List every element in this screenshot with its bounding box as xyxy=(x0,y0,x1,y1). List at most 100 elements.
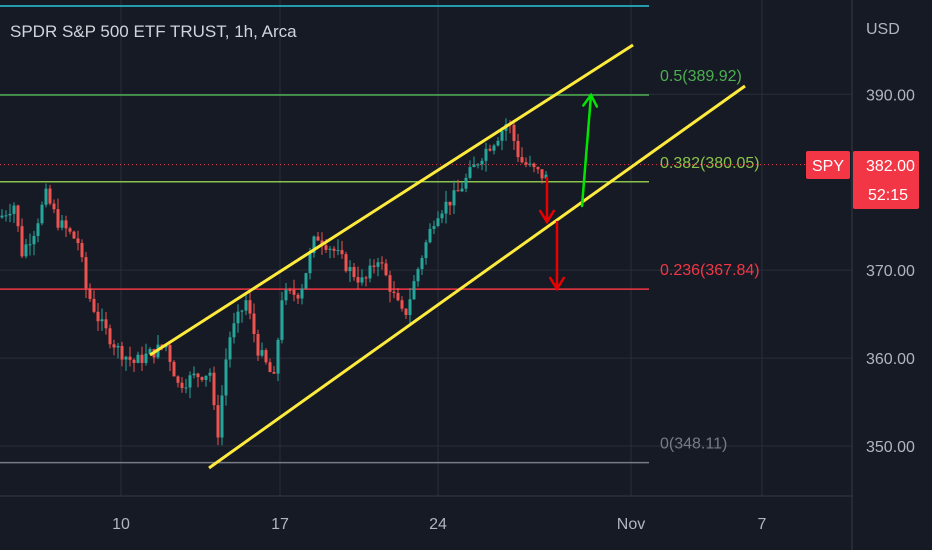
candle-up xyxy=(208,368,212,382)
candle-down xyxy=(196,372,200,388)
candle-body xyxy=(28,244,32,246)
candle-up xyxy=(280,291,284,344)
candle-down xyxy=(384,259,388,277)
candle-down xyxy=(396,287,400,302)
candle-body xyxy=(252,313,256,334)
candle-body xyxy=(220,395,224,438)
candle-body xyxy=(64,220,68,229)
candle-body xyxy=(48,188,52,204)
candle-up xyxy=(460,181,464,193)
candle-body xyxy=(32,235,36,245)
candle-body xyxy=(192,373,196,376)
candle-up xyxy=(100,308,104,332)
candle-body xyxy=(248,300,252,314)
candle-body xyxy=(488,148,492,151)
candle-body xyxy=(136,354,140,363)
candle-down xyxy=(380,256,384,270)
candle-down xyxy=(456,179,460,192)
candle-body xyxy=(312,236,316,254)
candle-down xyxy=(352,262,356,281)
candle-up xyxy=(368,258,372,283)
candle-body xyxy=(336,250,340,252)
candle-body xyxy=(476,164,480,166)
candle-body xyxy=(388,275,392,292)
candle-body xyxy=(80,243,84,258)
x-tick-label: 17 xyxy=(271,516,289,533)
candle-body xyxy=(288,289,292,291)
candle-up xyxy=(468,160,472,180)
candle-body xyxy=(304,273,308,289)
candle-body xyxy=(344,254,348,272)
candle-down xyxy=(536,166,540,174)
candle-body xyxy=(176,376,180,383)
candle-down xyxy=(520,147,524,164)
candle-body xyxy=(12,205,16,214)
candle-body xyxy=(208,372,212,376)
candle-body xyxy=(180,382,184,389)
candle-body xyxy=(428,228,432,243)
candle-down xyxy=(180,377,184,393)
candle-body xyxy=(308,253,312,274)
candle-up xyxy=(204,375,208,387)
bearish-arrow-1 xyxy=(538,176,556,225)
candle-down xyxy=(344,251,348,273)
candle-body xyxy=(440,213,444,219)
candle-body xyxy=(300,288,304,299)
candle-body xyxy=(224,359,228,396)
candle-down xyxy=(68,226,72,235)
candle-down xyxy=(252,303,256,343)
candle-body xyxy=(268,362,272,373)
candle-body xyxy=(456,190,460,192)
candle-body xyxy=(236,311,240,324)
candle-down xyxy=(488,144,492,152)
last-price-badge-bg xyxy=(853,151,919,209)
candle-down xyxy=(168,341,172,371)
candle-body xyxy=(408,299,412,316)
candle-down xyxy=(268,358,272,373)
candle-body xyxy=(124,356,128,360)
candle-body xyxy=(284,289,288,301)
candle-body xyxy=(516,140,520,158)
candle-body xyxy=(384,263,388,276)
candle-body xyxy=(496,140,500,146)
candle-up xyxy=(424,239,428,265)
candle-down xyxy=(388,270,392,303)
candle-body xyxy=(540,169,544,179)
candle-body xyxy=(132,359,136,363)
candle-up xyxy=(284,282,288,305)
candle-down xyxy=(132,358,136,373)
candle-up xyxy=(0,209,4,219)
candle-body xyxy=(96,311,100,322)
candle-up xyxy=(12,202,16,223)
candle-body xyxy=(84,257,88,289)
candle-up xyxy=(188,371,192,399)
candle-body xyxy=(420,258,424,270)
candle-up xyxy=(184,378,188,394)
candle-body xyxy=(72,231,76,239)
candle-up xyxy=(328,246,332,259)
candle-body xyxy=(144,353,148,363)
candle-body xyxy=(524,162,528,165)
candle-up xyxy=(136,351,140,364)
candle-body xyxy=(360,277,364,283)
candle-down xyxy=(112,339,116,356)
candle-body xyxy=(276,339,280,374)
bar-countdown: 52:15 xyxy=(868,187,908,204)
candle-up xyxy=(452,180,456,214)
candle-body xyxy=(364,277,368,279)
candle-down xyxy=(176,375,180,388)
candle-body xyxy=(20,226,24,257)
candle-down xyxy=(356,266,360,290)
x-tick-label: 7 xyxy=(758,516,767,533)
candle-up xyxy=(116,342,120,359)
candle-up xyxy=(24,238,28,259)
candle-body xyxy=(392,291,396,293)
y-tick-label: 350.00 xyxy=(866,439,915,456)
candle-body xyxy=(0,215,4,218)
candle-down xyxy=(392,281,396,299)
candle-body xyxy=(424,242,428,259)
x-tick-label: Nov xyxy=(617,516,645,533)
candle-body xyxy=(104,319,108,329)
